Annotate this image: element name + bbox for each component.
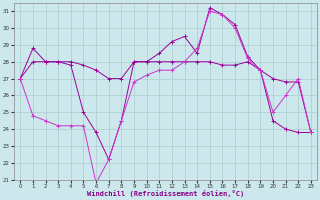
X-axis label: Windchill (Refroidissement éolien,°C): Windchill (Refroidissement éolien,°C) (87, 190, 244, 197)
